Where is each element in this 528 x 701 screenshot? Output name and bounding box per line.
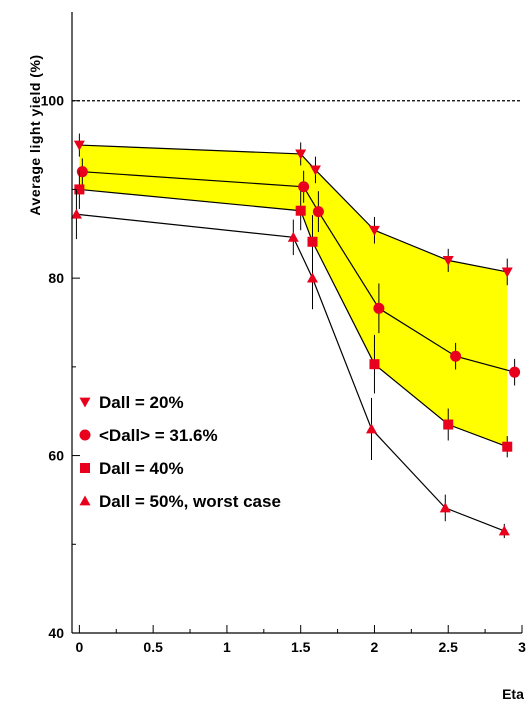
- x-tick-label: 0.5: [143, 639, 163, 655]
- series-line: [82, 171, 515, 373]
- data-point: [312, 206, 324, 218]
- data-point: [76, 166, 88, 178]
- series-3: [70, 189, 510, 539]
- data-point: [442, 256, 454, 266]
- series-0: [73, 133, 513, 286]
- x-tick-label: 2: [371, 639, 379, 655]
- data-point: [306, 272, 318, 283]
- legend-entry-0: Dall = 20%: [79, 393, 184, 412]
- data-point: [373, 302, 385, 314]
- data-point: [295, 205, 306, 216]
- legend-marker: [80, 463, 90, 473]
- data-point: [295, 149, 307, 160]
- legend: Dall = 20% <Dall> = 31.6% Dall = 40% Dall =…: [79, 393, 281, 511]
- uncertainty-band: [79, 145, 508, 447]
- data-point: [502, 441, 513, 452]
- y-tick-label: 80: [48, 270, 64, 286]
- series-line: [79, 188, 508, 448]
- axes-layer: 40 60 80 100 0 0.5 1 1.5 2 2.5 3: [41, 12, 526, 655]
- x-tick-label: 0: [75, 639, 83, 655]
- x-tick-label: 2.5: [438, 639, 458, 655]
- legend-entry-3: Dall = 50%, worst case: [79, 492, 281, 511]
- legend-label: Dall = 20%: [99, 393, 184, 412]
- legend-label: Dall = 50%, worst case: [99, 492, 281, 511]
- data-point: [509, 366, 521, 378]
- data-point: [369, 359, 380, 370]
- data-point: [450, 350, 462, 362]
- data-point: [70, 208, 82, 219]
- x-axis-label: Eta: [502, 686, 524, 701]
- data-point: [73, 140, 85, 151]
- series-line: [76, 213, 505, 532]
- y-axis-label: Average light yield (%): [27, 54, 43, 215]
- data-point: [498, 525, 510, 536]
- data-point: [74, 184, 85, 195]
- x-tick-label: 3: [518, 639, 526, 655]
- data-point: [298, 181, 310, 193]
- data-point: [439, 502, 451, 513]
- data-point: [307, 236, 318, 247]
- series-2: [74, 169, 513, 458]
- y-tick-label: 60: [48, 448, 64, 464]
- y-tick-label: 100: [41, 93, 65, 109]
- series-line: [79, 144, 508, 273]
- data-point: [366, 423, 378, 434]
- series-layer: [70, 133, 521, 539]
- legend-entry-1: <Dall> = 31.6%: [79, 426, 218, 445]
- y-tick-label: 40: [48, 625, 64, 641]
- legend-marker: [79, 429, 91, 441]
- legend-marker: [79, 397, 91, 408]
- data-point: [501, 267, 513, 278]
- data-point: [287, 231, 299, 242]
- band-layer: [79, 145, 508, 447]
- x-tick-label: 1.5: [291, 639, 311, 655]
- data-point: [443, 419, 454, 430]
- legend-entry-2: Dall = 40%: [80, 459, 184, 478]
- legend-marker: [79, 495, 91, 506]
- data-point: [368, 225, 380, 236]
- x-tick-label: 1: [223, 639, 231, 655]
- data-point: [309, 165, 321, 176]
- legend-label: <Dall> = 31.6%: [99, 426, 218, 445]
- legend-label: Dall = 40%: [99, 459, 184, 478]
